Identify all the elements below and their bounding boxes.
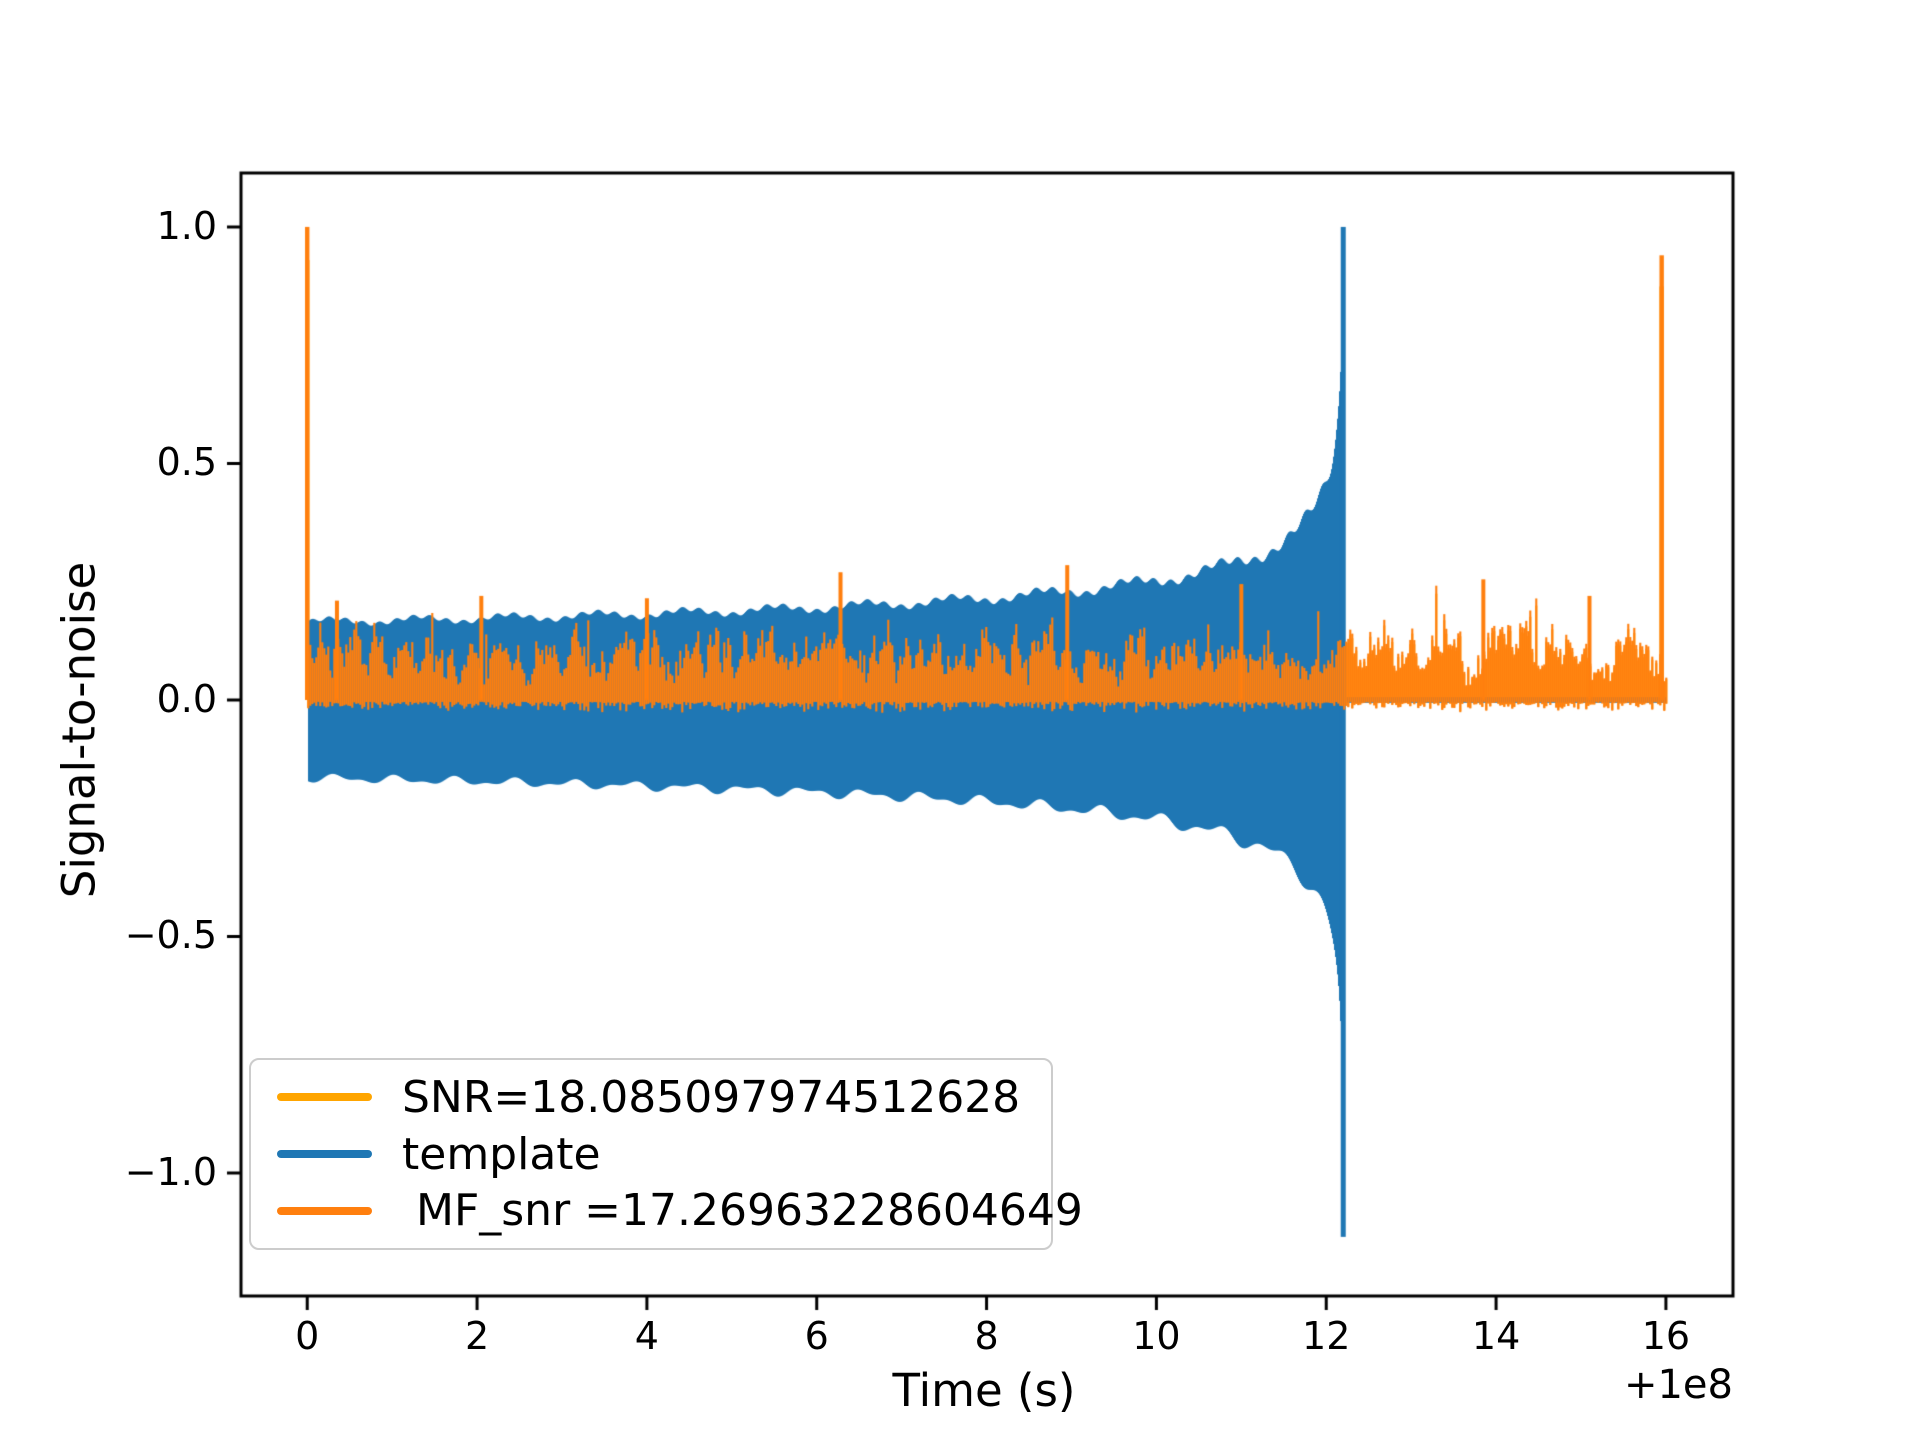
- y-axis-label: Signal-to-noise: [52, 561, 106, 899]
- x-tick-label: 8: [974, 1314, 999, 1358]
- legend: SNR=18.085097974512628 template MF_snr =…: [249, 1058, 1083, 1250]
- x-tick-label: 0: [295, 1314, 320, 1358]
- legend-label-snr: SNR=18.085097974512628: [402, 1071, 1021, 1123]
- x-tick-label: 14: [1471, 1314, 1521, 1358]
- legend-line-swatch-template: [277, 1150, 372, 1158]
- x-tick-label: 2: [464, 1314, 490, 1358]
- legend-line-swatch-mf-snr: [277, 1206, 372, 1215]
- y-tick-label: −1.0: [124, 1150, 217, 1195]
- legend-entry: template: [277, 1129, 1041, 1180]
- x-axis-label: Time (s): [892, 1364, 1076, 1417]
- legend-entry: SNR=18.085097974512628: [277, 1072, 1041, 1123]
- y-tick-label: 1.0: [156, 204, 217, 249]
- x-tick-label: 16: [1641, 1314, 1691, 1358]
- x-tick-label: 12: [1302, 1314, 1351, 1358]
- y-tick-label: −0.5: [124, 913, 217, 958]
- legend-line-swatch-snr: [277, 1093, 372, 1102]
- y-tick-label: 0.0: [156, 677, 217, 722]
- legend-entry: MF_snr =17.26963228604649: [277, 1185, 1083, 1236]
- x-tick-label: 6: [804, 1314, 829, 1358]
- y-tick-label: 0.5: [156, 440, 217, 485]
- x-tick-label: 10: [1132, 1314, 1181, 1358]
- legend-label-mf-snr: MF_snr =17.26963228604649: [402, 1185, 1083, 1237]
- x-tick-label: 4: [634, 1314, 659, 1358]
- legend-label-template: template: [402, 1128, 601, 1180]
- x-axis-offset-text: +1e8: [1623, 1362, 1733, 1408]
